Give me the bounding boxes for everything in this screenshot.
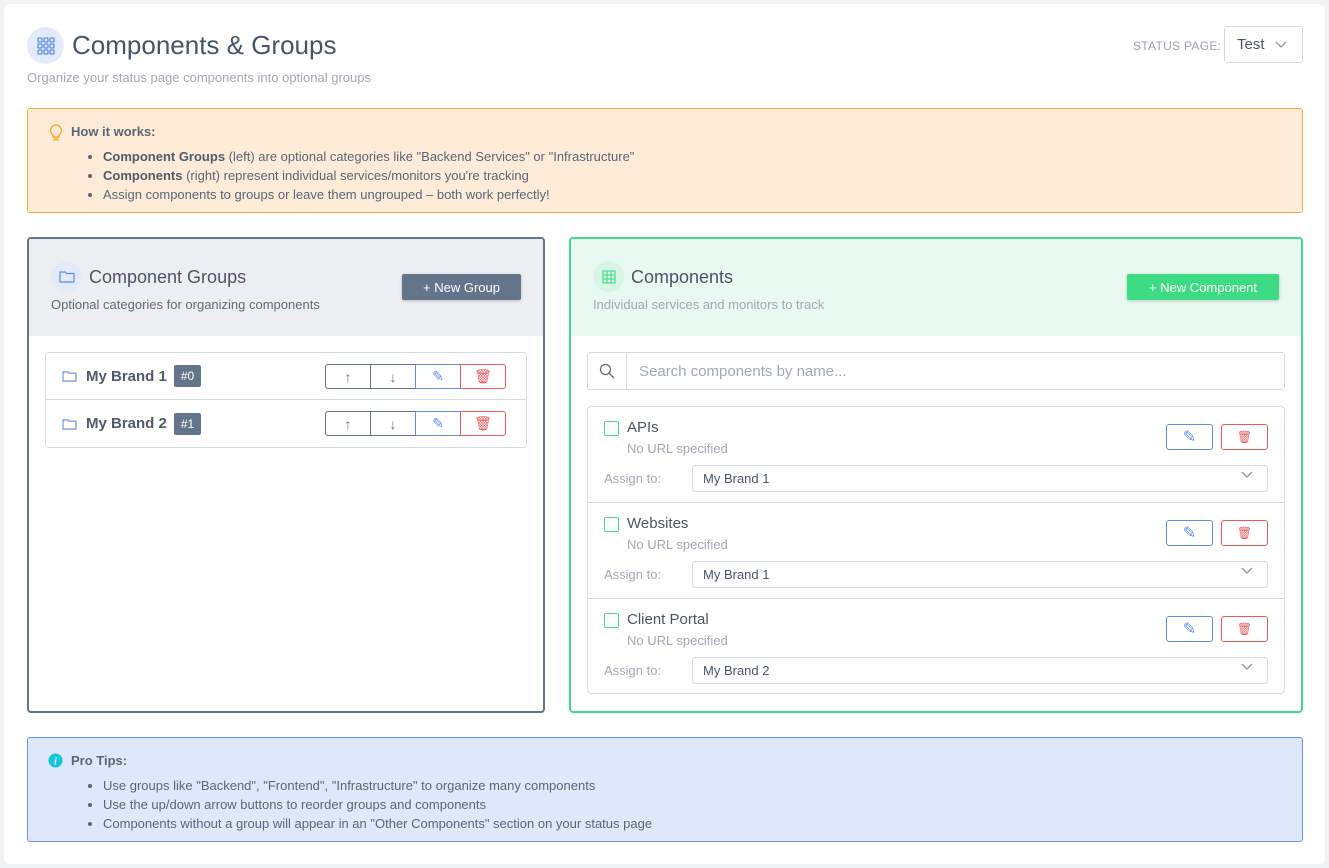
delete-button[interactable]: 🗑 (1221, 424, 1268, 450)
edit-button[interactable]: ✎ (415, 411, 461, 436)
edit-button[interactable]: ✎ (1166, 616, 1213, 642)
assign-label: Assign to: (604, 663, 662, 678)
component-name: APIs (627, 419, 659, 436)
tip-item: Use the up/down arrow buttons to reorder… (103, 795, 652, 814)
move-down-button[interactable]: ↓ (370, 411, 416, 436)
component-name: Client Portal (627, 611, 709, 628)
chevron-down-icon (1275, 41, 1286, 48)
component-url: No URL specified (627, 441, 728, 456)
lightbulb-icon (49, 124, 63, 141)
new-component-button[interactable]: + New Component (1127, 274, 1279, 300)
main-card: Components & Groups Organize your status… (4, 4, 1325, 864)
grid-icon (27, 27, 64, 64)
chevron-down-icon (1241, 471, 1253, 478)
panel-title: Components (631, 267, 734, 287)
component-url: No URL specified (627, 633, 728, 648)
chevron-down-icon (1241, 663, 1253, 670)
group-order-badge: #1 (173, 412, 202, 435)
group-name: My Brand 2 (86, 415, 167, 432)
delete-button[interactable]: 🗑 (460, 411, 506, 436)
pencil-icon: ✎ (1182, 621, 1197, 638)
search-icon (588, 353, 627, 389)
status-page-select[interactable]: Test (1224, 26, 1303, 63)
component-name: Websites (627, 515, 689, 532)
folder-icon (62, 371, 77, 382)
info-item: Assign components to groups or leave the… (103, 185, 634, 204)
tip-item: Use groups like "Backend", "Frontend", "… (103, 776, 652, 795)
edit-button[interactable]: ✎ (415, 364, 461, 389)
tip-item: Components without a group will appear i… (103, 814, 652, 833)
trash-icon: 🗑 (1236, 622, 1253, 636)
pencil-icon: ✎ (1182, 525, 1197, 542)
group-order-badge: #0 (173, 365, 202, 387)
info-icon: i (48, 753, 63, 768)
group-name: My Brand 1 (86, 367, 167, 385)
svg-text:i: i (54, 757, 57, 768)
delete-button[interactable]: 🗑 (1221, 616, 1268, 642)
delete-button[interactable]: 🗑 (460, 364, 506, 389)
group-row: My Brand 2 #1 ↑ ↓ ✎ 🗑 (46, 400, 526, 447)
assign-group-select[interactable]: My Brand 1 (692, 561, 1268, 588)
pro-tips-title: Pro Tips: (71, 753, 128, 768)
assign-group-select[interactable]: My Brand 2 (692, 657, 1268, 684)
how-it-works-title: How it works: (71, 124, 156, 139)
folder-icon (62, 418, 77, 430)
search-input[interactable] (627, 353, 1284, 389)
new-group-button[interactable]: + New Group (402, 274, 521, 300)
page-title: Components & Groups (72, 30, 337, 60)
component-row: APIs No URL specified ✎ 🗑 Assign to: My … (588, 407, 1284, 503)
components-panel: Components Individual services and monit… (569, 237, 1303, 713)
component-list: APIs No URL specified ✎ 🗑 Assign to: My … (587, 406, 1285, 694)
panel-subtitle: Individual services and monitors to trac… (593, 297, 825, 312)
panel-title: Component Groups (89, 267, 247, 287)
how-it-works-box: How it works: Component Groups (left) ar… (27, 108, 1303, 213)
component-url: No URL specified (627, 537, 728, 552)
assign-value: My Brand 2 (703, 663, 770, 678)
assign-value: My Brand 1 (703, 567, 770, 582)
pro-tips-box: i Pro Tips: Use groups like "Backend", "… (27, 737, 1303, 842)
select-checkbox[interactable] (604, 421, 619, 436)
select-checkbox[interactable] (604, 613, 619, 628)
assign-label: Assign to: (604, 471, 662, 486)
edit-button[interactable]: ✎ (1166, 424, 1213, 450)
chevron-down-icon (1241, 567, 1253, 574)
select-checkbox[interactable] (604, 517, 619, 532)
info-item: Components (right) represent individual … (103, 166, 634, 185)
component-row: Client Portal No URL specified ✎ 🗑 Assig… (588, 599, 1284, 693)
move-down-button[interactable]: ↓ (370, 364, 416, 389)
panel-subtitle: Optional categories for organizing compo… (51, 297, 320, 312)
page-subtitle: Organize your status page components int… (27, 70, 371, 85)
status-page-label: STATUS PAGE: (1133, 39, 1222, 53)
info-item: Component Groups (left) are optional cat… (103, 147, 634, 166)
group-list: My Brand 1 #0 ↑ ↓ ✎ 🗑 My Brand 2 #1 ↑ ↓ ✎ 🗑 (45, 352, 527, 448)
trash-icon: 🗑 (1236, 526, 1253, 540)
assign-group-select[interactable]: My Brand 1 (692, 465, 1268, 492)
component-row: Websites No URL specified ✎ 🗑 Assign to:… (588, 503, 1284, 599)
group-row: My Brand 1 #0 ↑ ↓ ✎ 🗑 (46, 353, 526, 400)
table-icon (593, 261, 624, 292)
pencil-icon: ✎ (1182, 429, 1197, 446)
search-bar (587, 352, 1285, 390)
trash-icon: 🗑 (1236, 430, 1253, 444)
assign-value: My Brand 1 (703, 471, 770, 486)
move-up-button[interactable]: ↑ (325, 364, 371, 389)
move-up-button[interactable]: ↑ (325, 411, 371, 436)
delete-button[interactable]: 🗑 (1221, 520, 1268, 546)
assign-label: Assign to: (604, 567, 662, 582)
component-groups-panel: Component Groups Optional categories for… (27, 237, 545, 713)
folder-icon (51, 261, 82, 292)
status-page-value: Test (1237, 36, 1265, 53)
edit-button[interactable]: ✎ (1166, 520, 1213, 546)
